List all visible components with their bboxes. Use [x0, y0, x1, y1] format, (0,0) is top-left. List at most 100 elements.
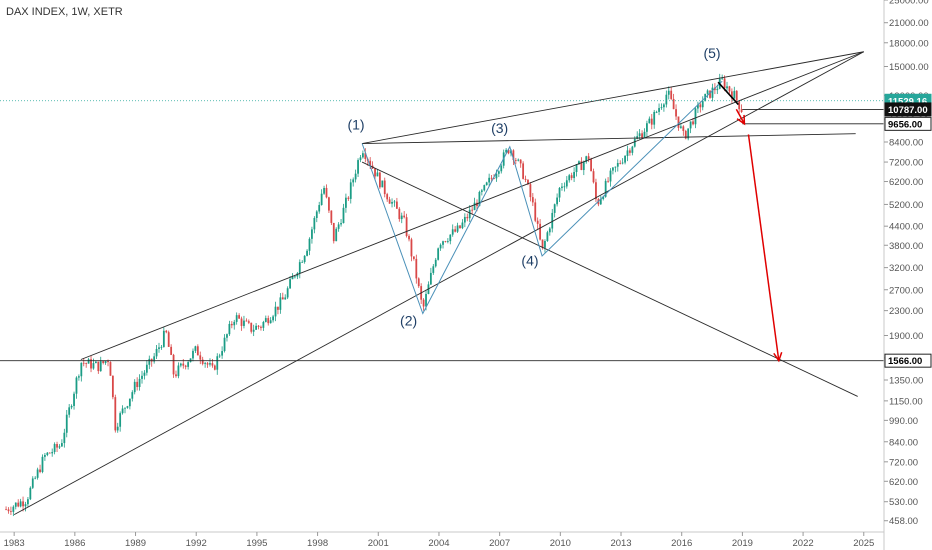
price-tick-label: 25000.00: [889, 0, 929, 7]
time-tick-label: 1986: [64, 538, 85, 549]
price-tag-label: 9656.00: [888, 119, 922, 130]
candle-body: [196, 346, 199, 356]
wave-label: (4): [521, 253, 538, 269]
candle-body: [735, 90, 738, 101]
candle-body: [514, 160, 517, 161]
candle-body: [672, 98, 675, 110]
candle-body: [582, 162, 585, 171]
candle-body: [602, 196, 605, 200]
candle-body: [658, 108, 660, 112]
trend-line: [361, 161, 858, 397]
wave-lines: [361, 80, 723, 315]
candle-body: [585, 156, 588, 163]
time-axis[interactable]: 1983 1986 1989 1992 1995 1998 2001 2004 2007 2010…: [4, 532, 875, 549]
candle-body: [187, 362, 190, 367]
candle-body: [73, 393, 75, 406]
candle-body: [633, 138, 636, 147]
candle-body: [328, 197, 330, 211]
candle-body: [391, 202, 393, 204]
candle-body: [320, 193, 323, 206]
candle-body: [303, 255, 306, 262]
candle-body: [70, 405, 73, 408]
candle-body: [573, 172, 575, 179]
candle-body: [102, 361, 105, 363]
candle-body: [226, 334, 228, 338]
candle-body: [289, 279, 291, 289]
candle-body: [29, 487, 32, 500]
candle-body: [31, 478, 34, 488]
price-series: [5, 73, 743, 517]
wave5-segment: [717, 81, 739, 106]
candle-body: [107, 361, 109, 363]
candle-body: [167, 332, 170, 347]
candle-body: [192, 350, 194, 359]
candle-body: [121, 408, 124, 414]
candle-body: [629, 150, 631, 153]
candle-body: [696, 104, 699, 109]
candle-body: [279, 297, 282, 310]
candle-body: [456, 225, 459, 232]
candle-body: [466, 216, 469, 219]
candle-body: [332, 222, 335, 242]
candle-body: [250, 322, 253, 332]
candle-body: [359, 157, 362, 161]
price-tick-label: 5200.00: [889, 200, 923, 211]
candle-body: [551, 212, 554, 229]
candle-body: [587, 156, 590, 160]
candle-body: [665, 94, 668, 105]
price-tick-label: 18000.00: [889, 38, 929, 49]
time-tick-label: 2007: [489, 538, 510, 549]
price-tag-label: 1566.00: [888, 356, 922, 367]
candle-body: [206, 363, 209, 365]
candle-body: [148, 358, 151, 365]
candle-body: [507, 149, 510, 154]
candle-body: [680, 126, 682, 128]
candle-body: [80, 362, 83, 377]
price-tag-box: [884, 102, 932, 117]
candle-body: [417, 278, 420, 287]
candle-body: [522, 163, 525, 179]
candle-body: [257, 325, 260, 327]
candle-body: [22, 501, 24, 507]
candle-body: [109, 362, 112, 376]
projection-arrow-head: [736, 114, 746, 126]
trend-line: [80, 51, 864, 360]
candle-body: [374, 168, 376, 177]
candle-body: [378, 172, 381, 188]
candle-body: [24, 504, 27, 507]
candle-body: [376, 172, 379, 177]
candle-body: [116, 426, 119, 431]
candle-body: [546, 232, 549, 242]
candle-body: [170, 346, 173, 355]
candle-body: [439, 244, 442, 249]
candle-body: [318, 205, 321, 212]
candle-body: [495, 173, 498, 179]
candle-body: [575, 164, 578, 173]
candle-body: [272, 316, 274, 321]
candle-body: [230, 323, 233, 326]
candle-body: [738, 100, 741, 110]
candle-body: [301, 261, 304, 263]
candle-body: [245, 320, 248, 322]
candle-body: [580, 161, 583, 171]
candle-body: [553, 204, 556, 213]
candle-body: [298, 262, 301, 274]
candle-body: [145, 364, 148, 373]
candle-body: [624, 155, 626, 163]
candle-body: [182, 363, 185, 366]
candle-body: [337, 224, 340, 229]
candle-body: [179, 363, 182, 366]
candle-body: [34, 477, 37, 479]
candle-body: [405, 217, 408, 236]
time-tick-label: 2013: [610, 538, 631, 549]
candle-body: [5, 509, 7, 511]
price-tick-label: 15000.00: [889, 62, 929, 73]
candle-body: [160, 346, 163, 348]
candle-body: [578, 161, 580, 165]
candle-body: [330, 210, 333, 223]
candle-body: [90, 359, 92, 369]
candle-body: [519, 159, 522, 164]
